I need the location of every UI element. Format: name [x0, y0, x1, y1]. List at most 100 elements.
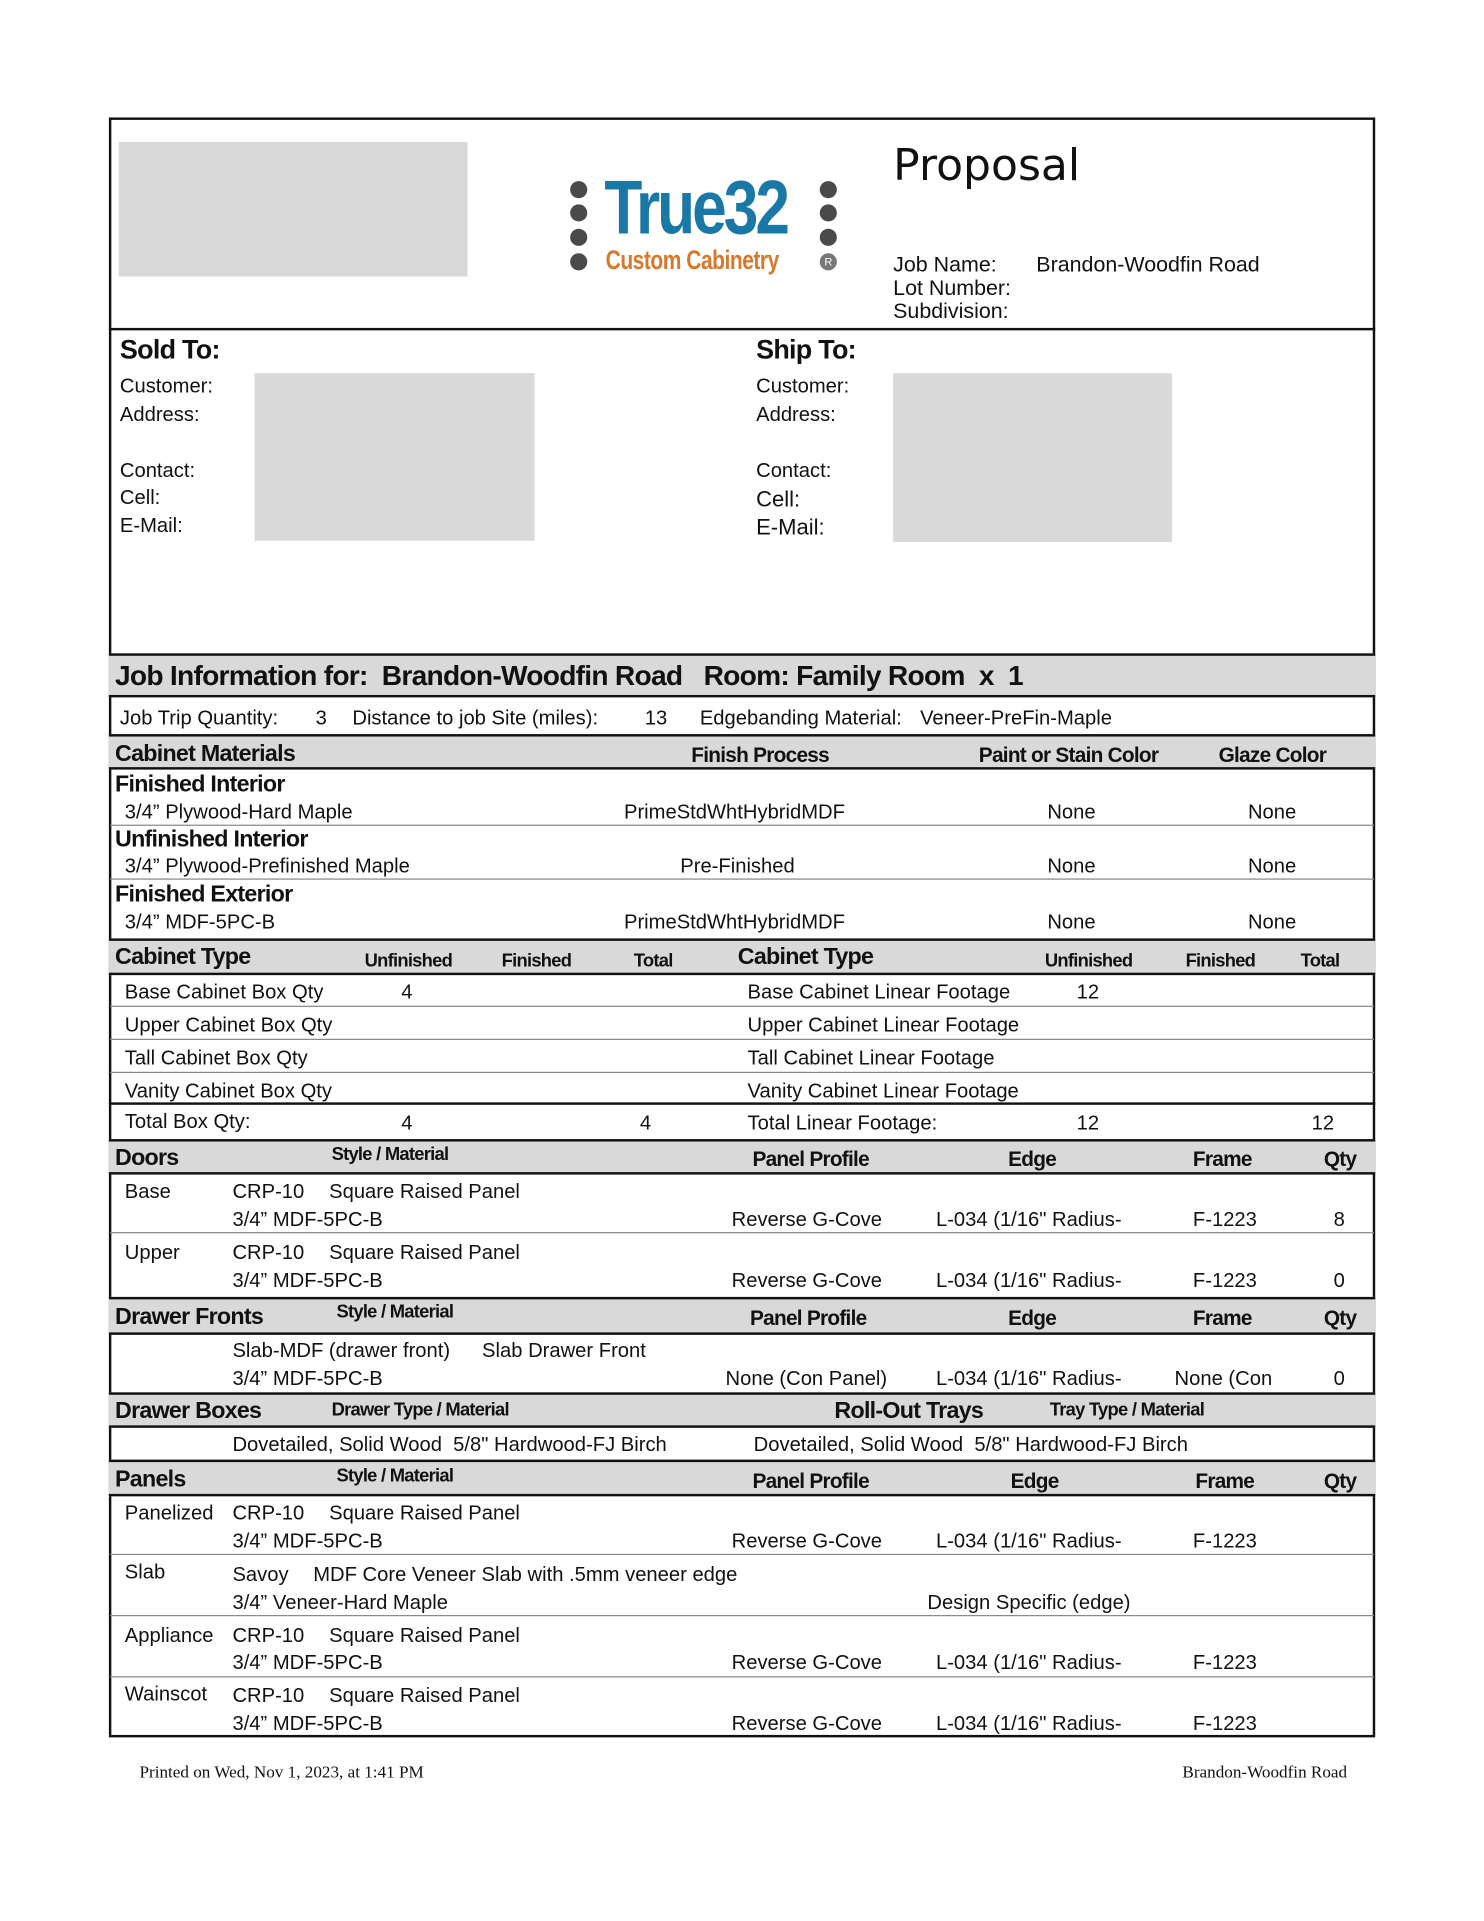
- divider: [110, 1071, 1374, 1074]
- door-profile: Reverse G-Cove: [731, 1269, 882, 1293]
- divider: [110, 1232, 1374, 1234]
- drawer-fronts-header-bar: [108, 1296, 1376, 1335]
- drawer-fronts-header: Drawer Fronts: [115, 1304, 264, 1330]
- paint-value: None: [1047, 801, 1096, 824]
- drawer-box-value: Dovetailed, Solid Wood 5/8" Hardwood-FJ …: [232, 1433, 667, 1456]
- panel-style: Savoy: [232, 1563, 289, 1586]
- door-frame: F-1223: [1192, 1208, 1257, 1231]
- tray-type-header: Tray Type / Material: [1049, 1399, 1205, 1421]
- panels-header: Panels: [115, 1466, 186, 1493]
- panel-frame: F-1223: [1192, 1651, 1257, 1674]
- cabinet-row-label: Tall Cabinet Linear Footage: [747, 1047, 995, 1070]
- ship-to-address-label: Address:: [756, 403, 836, 426]
- panel-edge: L-034 (1/16" Radius-: [935, 1651, 1122, 1674]
- sold-to-customer-label: Customer:: [119, 375, 214, 398]
- sold-to-contact-label: Contact:: [119, 460, 196, 483]
- drawer-type-header: Drawer Type / Material: [331, 1399, 510, 1421]
- panel-style-name: Square Raised Panel: [329, 1624, 520, 1647]
- redacted-sold-to: [254, 373, 535, 541]
- door-style-name: Square Raised Panel: [329, 1180, 520, 1203]
- panel-profile: Reverse G-Cove: [731, 1712, 882, 1735]
- panel-edge: Design Specific (edge): [927, 1591, 1131, 1614]
- divider: [110, 824, 1374, 826]
- panel-style: CRP-10: [232, 1684, 305, 1707]
- cabinet-row-unfinished: 12: [1076, 981, 1100, 1004]
- style-material-header: Style / Material: [336, 1301, 454, 1323]
- cabinet-type-header-bar: [108, 938, 1376, 976]
- material-group-title: Unfinished Interior: [115, 827, 308, 853]
- registered-mark-icon: R: [819, 253, 837, 271]
- drawer-boxes-header: Drawer Boxes: [115, 1398, 262, 1425]
- panel-edge: L-034 (1/16" Radius-: [935, 1530, 1122, 1553]
- door-style: CRP-10: [232, 1241, 305, 1264]
- lot-number-label: Lot Number:: [893, 275, 1011, 300]
- cabinet-row-label: Base Cabinet Linear Footage: [747, 981, 1011, 1004]
- panel-style: CRP-10: [232, 1624, 305, 1647]
- job-info-bar: [108, 653, 1376, 698]
- door-qty: 8: [1333, 1208, 1345, 1231]
- drawer-front-edge: L-034 (1/16" Radius-: [935, 1367, 1122, 1390]
- logo-tagline: Custom Cabinetry: [605, 244, 780, 276]
- edge-header: Edge: [1008, 1147, 1057, 1171]
- finish-value: PrimeStdWhtHybridMDF: [623, 911, 845, 934]
- sold-to-title: Sold To:: [119, 334, 221, 365]
- qty-header: Qty: [1323, 1469, 1357, 1493]
- panel-type: Wainscot: [124, 1683, 208, 1706]
- panel-profile-header: Panel Profile: [752, 1469, 869, 1493]
- total-linear-label: Total Linear Footage:: [747, 1112, 938, 1135]
- qty-header: Qty: [1323, 1147, 1357, 1171]
- finish-process-header: Finish Process: [691, 743, 829, 768]
- qty-header: Qty: [1323, 1306, 1357, 1330]
- divider: [108, 327, 1376, 331]
- logo-dot: [570, 204, 588, 222]
- divider: [110, 1553, 1374, 1556]
- sold-to-address-label: Address:: [119, 403, 200, 426]
- panel-profile-header: Panel Profile: [752, 1147, 869, 1171]
- panel-material: 3/4” MDF-5PC-B: [232, 1651, 383, 1674]
- panel-edge: L-034 (1/16" Radius-: [935, 1712, 1122, 1735]
- glaze-value: None: [1247, 801, 1297, 824]
- drawer-front-frame: None (Con: [1174, 1367, 1273, 1390]
- tray-value: Dovetailed, Solid Wood 5/8" Hardwood-FJ …: [753, 1433, 1188, 1456]
- paint-color-header: Paint or Stain Color: [978, 743, 1159, 768]
- paint-value: None: [1047, 911, 1096, 934]
- total-linear-total: 12: [1311, 1112, 1335, 1135]
- door-material: 3/4” MDF-5PC-B: [232, 1208, 383, 1231]
- panel-frame: F-1223: [1192, 1530, 1257, 1553]
- finish-value: PrimeStdWhtHybridMDF: [623, 801, 845, 824]
- panel-material: 3/4” MDF-5PC-B: [232, 1530, 383, 1553]
- edge-header: Edge: [1008, 1306, 1057, 1330]
- logo-dot: [819, 204, 837, 222]
- panel-type: Panelized: [124, 1502, 214, 1525]
- cabinet-row-label: Vanity Cabinet Box Qty: [124, 1080, 333, 1103]
- glaze-value: None: [1247, 855, 1297, 878]
- ship-to-title: Ship To:: [756, 334, 857, 365]
- job-name-label: Job Name:: [893, 252, 997, 277]
- sold-to-cell-label: Cell:: [119, 486, 161, 509]
- cabinet-row-label: Base Cabinet Box Qty: [124, 981, 324, 1004]
- material-value: 3/4” Plywood-Hard Maple: [124, 801, 353, 824]
- distance-value: 13: [644, 707, 668, 730]
- cabinet-row-label: Upper Cabinet Box Qty: [124, 1014, 333, 1037]
- ship-to-cell-label: Cell:: [756, 486, 801, 512]
- drawer-boxes-header-bar: [108, 1392, 1376, 1428]
- glaze-color-header: Glaze Color: [1218, 743, 1327, 768]
- style-material-header: Style / Material: [336, 1465, 454, 1487]
- ship-to-customer-label: Customer:: [756, 375, 850, 398]
- finish-value: Pre-Finished: [680, 855, 795, 878]
- cabinet-row-label: Vanity Cabinet Linear Footage: [747, 1080, 1019, 1103]
- ship-to-contact-label: Contact:: [756, 460, 832, 483]
- door-type: Base: [124, 1180, 171, 1203]
- cabinet-row-label: Tall Cabinet Box Qty: [124, 1047, 308, 1070]
- panel-profile: Reverse G-Cove: [731, 1530, 882, 1553]
- page-title: Proposal: [893, 140, 1081, 191]
- door-qty: 0: [1333, 1269, 1345, 1293]
- door-frame: F-1223: [1192, 1269, 1257, 1293]
- logo-dot: [819, 181, 837, 199]
- finished-header-right: Finished: [1185, 950, 1256, 972]
- logo-dot: [570, 228, 588, 246]
- panel-style: CRP-10: [232, 1502, 305, 1525]
- doors-header: Doors: [115, 1145, 179, 1171]
- door-style: CRP-10: [232, 1180, 305, 1203]
- cabinet-row-unfinished: 4: [401, 981, 413, 1004]
